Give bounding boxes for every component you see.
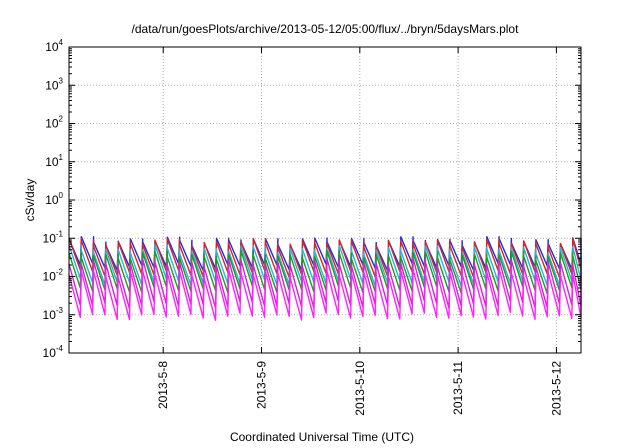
- x-tick-label: 2013-5-8: [156, 361, 170, 409]
- y-tick-label: 10-3: [43, 306, 64, 322]
- plot-frame: [68, 46, 582, 354]
- y-tick-label: 10-1: [43, 229, 64, 245]
- data-series: [68, 236, 582, 321]
- y-tick-label: 100: [45, 191, 63, 207]
- series-line: [68, 267, 582, 321]
- x-tick-label: 2013-5-9: [255, 361, 269, 409]
- x-axis-tick-labels: 2013-5-8 2013-5-9 2013-5-10 2013-5-11 2013-5…: [156, 361, 563, 416]
- x-axis-label: Coordinated Universal Time (UTC): [230, 430, 414, 444]
- y-tick-label: 10-2: [43, 268, 64, 284]
- x-tick-label: 2013-5-12: [549, 361, 563, 416]
- y-tick-label: 102: [45, 115, 63, 131]
- x-tick-label: 2013-5-11: [451, 361, 465, 415]
- y-tick-label: 101: [45, 153, 63, 169]
- y-tick-label: 103: [45, 76, 63, 92]
- chart-title: /data/run/goesPlots/archive/2013-05-12/0…: [132, 22, 520, 36]
- y-tick-label: 10-4: [43, 344, 64, 360]
- x-tick-label: 2013-5-10: [353, 361, 367, 416]
- y-axis-tick-labels: 10-4 10-3 10-2 10-1 100 101 102 103 104: [43, 38, 64, 360]
- y-tick-label: 104: [45, 38, 63, 54]
- series-line: [68, 244, 582, 287]
- series-line: [68, 237, 582, 278]
- y-axis-label: cSv/day: [23, 179, 37, 222]
- series-line: [68, 257, 582, 310]
- series-line: [68, 250, 582, 295]
